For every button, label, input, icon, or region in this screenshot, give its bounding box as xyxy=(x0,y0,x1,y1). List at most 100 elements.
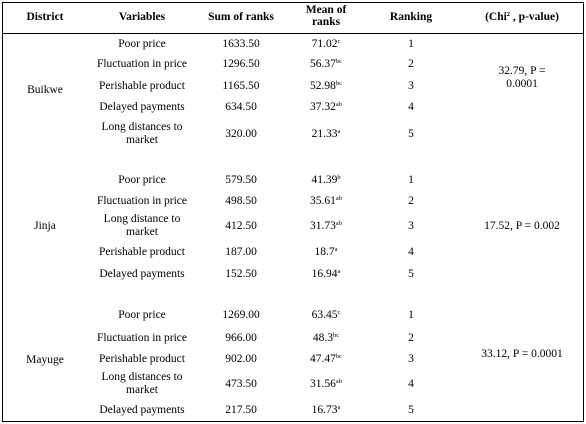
sum-of-ranks: 1633.50 xyxy=(222,37,260,50)
mean-value: 35.61 xyxy=(309,194,336,207)
significance-letter: bc xyxy=(335,79,342,87)
mean-of-ranks: 31.73ab xyxy=(296,220,356,233)
variable-name: Perishable product xyxy=(99,352,185,365)
variable-name: Fluctuation in price xyxy=(96,57,188,70)
sum-of-ranks: 634.50 xyxy=(225,100,257,113)
variable-name: Delayed payments xyxy=(99,403,185,416)
table-left-border xyxy=(2,2,3,422)
mean-value: 47.47 xyxy=(309,352,336,365)
ranking-value: 4 xyxy=(408,245,414,258)
ranking-value: 4 xyxy=(408,377,414,390)
significance-letter: a xyxy=(337,267,341,275)
sum-of-ranks: 579.50 xyxy=(225,173,257,186)
ranking-value: 4 xyxy=(408,100,414,113)
mean-of-ranks: 41.39b xyxy=(296,174,356,187)
ranking-value: 5 xyxy=(408,403,414,416)
mean-value: 18.7 xyxy=(314,245,335,258)
sum-of-ranks: 902.00 xyxy=(225,352,257,365)
significance-letter: bc xyxy=(335,57,342,65)
sum-of-ranks: 152.50 xyxy=(225,267,257,280)
significance-letter: ab xyxy=(335,100,342,108)
variable-name: Perishable product xyxy=(99,245,185,258)
chi-square-value: 17.52, P = 0.002 xyxy=(484,219,560,232)
significance-letter: c xyxy=(337,37,341,45)
mean-value: 16.94 xyxy=(311,267,338,280)
mean-of-ranks: 31.56ab xyxy=(296,378,356,391)
mean-of-ranks: 63.45c xyxy=(296,309,356,322)
mean-value: 37.32 xyxy=(309,100,336,113)
ranking-value: 5 xyxy=(408,127,414,140)
significance-letter: bc xyxy=(332,331,340,339)
sum-of-ranks: 412.50 xyxy=(225,219,257,232)
ranking-value: 2 xyxy=(408,331,414,344)
ranking-value: 3 xyxy=(408,79,414,92)
mean-of-ranks: 52.98bc xyxy=(296,80,356,93)
sum-of-ranks: 1296.50 xyxy=(222,57,260,70)
district-name: Mayuge xyxy=(26,353,64,366)
significance-letter: b xyxy=(337,173,341,181)
mean-of-ranks: 18.7a xyxy=(296,246,356,259)
mean-value: 56.37 xyxy=(309,57,336,70)
variable-name: Long distances to market xyxy=(101,371,183,396)
variable-name: Delayed payments xyxy=(99,267,185,280)
sum-of-ranks: 217.50 xyxy=(225,403,257,416)
mean-of-ranks: 21.33a xyxy=(296,128,356,141)
variable-name: Delayed payments xyxy=(99,100,185,113)
mean-of-ranks: 48.3bc xyxy=(296,332,356,345)
header-variables: Variables xyxy=(118,11,166,23)
mean-value: 71.02 xyxy=(311,37,338,50)
variable-name: Long distance to market xyxy=(103,213,181,238)
significance-letter: bc xyxy=(335,352,342,360)
variable-name: Poor price xyxy=(118,173,166,186)
ranking-value: 3 xyxy=(408,352,414,365)
ranking-value: 2 xyxy=(408,194,414,207)
ranking-value: 2 xyxy=(408,57,414,70)
sum-of-ranks: 320.00 xyxy=(225,127,257,140)
variable-name: Long distances to market xyxy=(101,121,183,146)
mean-of-ranks: 56.37bc xyxy=(296,58,356,71)
district-name: Buikwe xyxy=(27,83,63,96)
mean-of-ranks: 16.94a xyxy=(296,268,356,281)
mean-value: 63.45 xyxy=(311,308,338,321)
mean-of-ranks: 47.47bc xyxy=(296,353,356,366)
ranking-value: 1 xyxy=(408,173,414,186)
mean-value: 31.56 xyxy=(309,377,336,390)
mean-of-ranks: 16.73a xyxy=(296,404,356,417)
sum-of-ranks: 966.00 xyxy=(225,331,257,344)
mean-of-ranks: 37.32ab xyxy=(296,101,356,114)
table-top-rule xyxy=(2,2,584,3)
variable-name: Poor price xyxy=(118,308,166,321)
sum-of-ranks: 498.50 xyxy=(225,194,257,207)
district-name: Jinja xyxy=(34,219,56,232)
ranking-value: 5 xyxy=(408,267,414,280)
header-rule xyxy=(2,33,584,34)
variable-name: Fluctuation in price xyxy=(96,331,188,344)
header-sum-of-ranks: Sum of ranks xyxy=(208,11,274,23)
ranking-value: 1 xyxy=(408,308,414,321)
chi-square-value: 32.79, P = 0.0001 xyxy=(498,65,546,90)
table-right-border xyxy=(583,2,584,422)
significance-letter: a xyxy=(334,245,338,253)
sum-of-ranks: 1165.50 xyxy=(222,79,260,92)
significance-letter: ab xyxy=(335,377,342,385)
ranking-value: 1 xyxy=(408,37,414,50)
sum-of-ranks: 187.00 xyxy=(225,245,257,258)
table-bottom-rule xyxy=(2,421,584,422)
significance-letter: a xyxy=(337,127,341,135)
mean-value: 16.73 xyxy=(311,403,338,416)
significance-letter: ab xyxy=(335,219,342,227)
mean-value: 52.98 xyxy=(309,79,336,92)
mean-value: 48.3 xyxy=(312,331,333,344)
significance-letter: a xyxy=(337,403,341,411)
header-ranking: Ranking xyxy=(389,11,433,23)
mean-value: 31.73 xyxy=(309,219,336,232)
mean-of-ranks: 71.02c xyxy=(296,38,356,51)
header-district: District xyxy=(26,11,64,23)
sum-of-ranks: 473.50 xyxy=(225,377,257,390)
mean-value: 41.39 xyxy=(311,173,338,186)
significance-letter: c xyxy=(337,308,341,316)
sum-of-ranks: 1269.00 xyxy=(222,308,260,321)
ranking-value: 3 xyxy=(408,219,414,232)
variable-name: Fluctuation in price xyxy=(96,194,188,207)
